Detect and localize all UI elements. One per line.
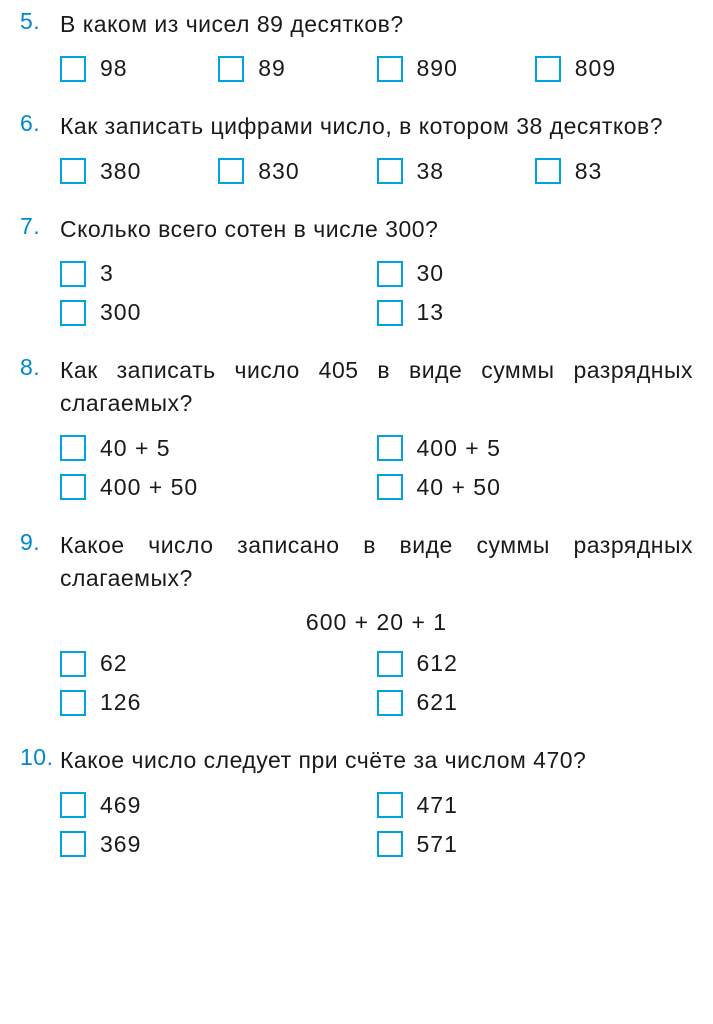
options: 98 89 890 809 (60, 55, 693, 82)
question-8: 8.Как записать число 405 в виде суммы ра… (20, 354, 693, 501)
option-label: 469 (100, 792, 141, 819)
question-6: 6.Как записать цифрами число, в котором … (20, 110, 693, 184)
checkbox[interactable] (377, 158, 403, 184)
option: 890 (377, 55, 535, 82)
checkbox[interactable] (60, 158, 86, 184)
option: 471 (377, 792, 694, 819)
checkbox[interactable] (60, 831, 86, 857)
checkbox[interactable] (218, 158, 244, 184)
option: 369 (60, 831, 377, 858)
checkbox[interactable] (60, 435, 86, 461)
question-expression: 600 + 20 + 1 (60, 609, 693, 636)
question-number: 7. (20, 213, 60, 240)
option-label: 830 (258, 158, 299, 185)
checkbox[interactable] (377, 300, 403, 326)
option-label: 612 (417, 650, 458, 677)
option: 83 (535, 158, 693, 185)
option-label: 809 (575, 55, 616, 82)
checkbox[interactable] (377, 435, 403, 461)
question-text: Какое число записано в виде суммы разряд… (60, 529, 693, 596)
checkbox[interactable] (60, 300, 86, 326)
option: 98 (60, 55, 218, 82)
option-label: 621 (417, 689, 458, 716)
option: 38 (377, 158, 535, 185)
options: 3 30 300 13 (60, 260, 693, 326)
question-number: 5. (20, 8, 60, 35)
question-10: 10.Какое число следует при счёте за числ… (20, 744, 693, 857)
options: 380 830 38 83 (60, 158, 693, 185)
option: 469 (60, 792, 377, 819)
question-text: Как записать число 405 в виде суммы разр… (60, 354, 693, 421)
checkbox[interactable] (60, 690, 86, 716)
option: 126 (60, 689, 377, 716)
question-7: 7.Сколько всего сотен в числе 300? 3 30 300… (20, 213, 693, 326)
question-number: 10. (20, 744, 60, 771)
option: 30 (377, 260, 694, 287)
option-label: 98 (100, 55, 128, 82)
checkbox[interactable] (377, 690, 403, 716)
option-label: 30 (417, 260, 445, 287)
option-label: 126 (100, 689, 141, 716)
option: 89 (218, 55, 376, 82)
option: 3 (60, 260, 377, 287)
option: 400 + 50 (60, 474, 377, 501)
option: 62 (60, 650, 377, 677)
option: 830 (218, 158, 376, 185)
option-label: 83 (575, 158, 603, 185)
option-label: 571 (417, 831, 458, 858)
question-number: 8. (20, 354, 60, 381)
checkbox[interactable] (218, 56, 244, 82)
question-text: В каком из чисел 89 десятков? (60, 8, 693, 41)
question-number: 6. (20, 110, 60, 137)
question-9: 9.Какое число записано в виде суммы разр… (20, 529, 693, 717)
option: 571 (377, 831, 694, 858)
checkbox[interactable] (535, 158, 561, 184)
checkbox[interactable] (377, 792, 403, 818)
option: 612 (377, 650, 694, 677)
option: 380 (60, 158, 218, 185)
option: 300 (60, 299, 377, 326)
checkbox[interactable] (377, 56, 403, 82)
option-label: 13 (417, 299, 445, 326)
option-label: 89 (258, 55, 286, 82)
checkbox[interactable] (377, 651, 403, 677)
option-label: 400 + 5 (417, 435, 501, 462)
option: 621 (377, 689, 694, 716)
options: 62 612 126 621 (60, 650, 693, 716)
option-label: 380 (100, 158, 141, 185)
option-label: 400 + 50 (100, 474, 198, 501)
option: 13 (377, 299, 694, 326)
option-label: 300 (100, 299, 141, 326)
checkbox[interactable] (377, 474, 403, 500)
options: 40 + 5 400 + 5 400 + 50 40 + 50 (60, 435, 693, 501)
question-text: Сколько всего сотен в числе 300? (60, 213, 693, 246)
option-label: 471 (417, 792, 458, 819)
question-text: Как записать цифрами число, в котором 38… (60, 110, 693, 143)
question-5: 5.В каком из чисел 89 десятков? 98 89 890 80… (20, 8, 693, 82)
options: 469 471 369 571 (60, 792, 693, 858)
option-label: 38 (417, 158, 445, 185)
option-label: 40 + 50 (417, 474, 501, 501)
option: 40 + 50 (377, 474, 694, 501)
option-label: 890 (417, 55, 458, 82)
option: 809 (535, 55, 693, 82)
checkbox[interactable] (60, 651, 86, 677)
checkbox[interactable] (60, 474, 86, 500)
option-label: 40 + 5 (100, 435, 171, 462)
option-label: 3 (100, 260, 114, 287)
checkbox[interactable] (60, 792, 86, 818)
option: 400 + 5 (377, 435, 694, 462)
checkbox[interactable] (535, 56, 561, 82)
option: 40 + 5 (60, 435, 377, 462)
question-text: Какое число следует при счёте за числом … (60, 744, 693, 777)
checkbox[interactable] (60, 261, 86, 287)
checkbox[interactable] (377, 831, 403, 857)
option-label: 369 (100, 831, 141, 858)
option-label: 62 (100, 650, 128, 677)
question-number: 9. (20, 529, 60, 556)
checkbox[interactable] (60, 56, 86, 82)
checkbox[interactable] (377, 261, 403, 287)
